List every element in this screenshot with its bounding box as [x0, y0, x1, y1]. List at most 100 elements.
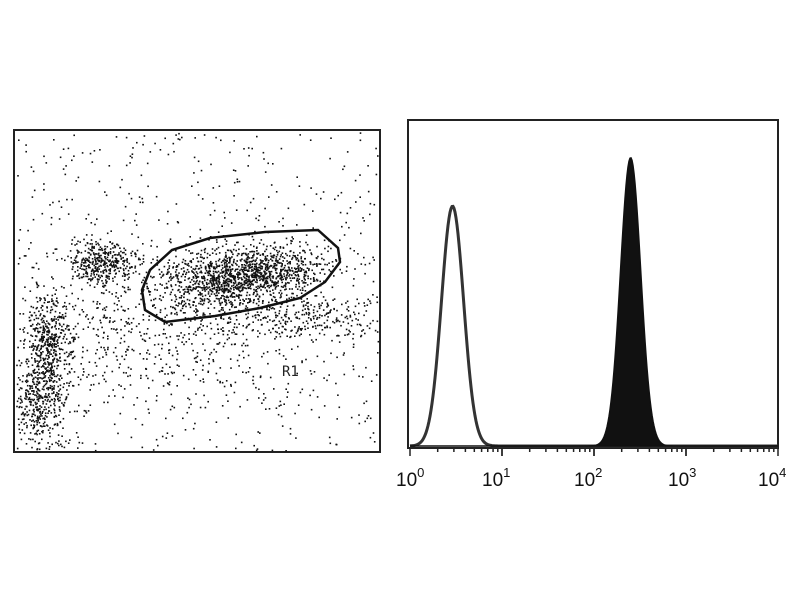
scatter-point — [264, 250, 266, 253]
scatter-point — [87, 251, 89, 254]
scatter-point — [83, 409, 86, 412]
scatter-point — [336, 309, 338, 312]
scatter-point — [58, 347, 61, 350]
scatter-point — [94, 258, 96, 260]
scatter-point — [223, 295, 226, 298]
scatter-point — [16, 405, 18, 408]
scatter-point — [346, 212, 349, 215]
scatter-point — [349, 207, 352, 209]
scatter-point — [195, 281, 198, 283]
scatter-point — [140, 377, 142, 379]
scatter-point — [31, 385, 33, 387]
scatter-point — [44, 357, 47, 360]
scatter-point — [35, 352, 37, 354]
scatter-point — [225, 243, 228, 245]
scatter-point — [84, 259, 87, 262]
scatter-point — [247, 276, 250, 278]
scatter-point — [245, 282, 247, 284]
scatter-point — [286, 269, 289, 272]
scatter-point — [157, 444, 159, 447]
scatter-point — [274, 269, 277, 272]
scatter-point — [138, 273, 141, 275]
scatter-point — [243, 300, 245, 302]
scatter-point — [51, 336, 53, 338]
scatter-point — [176, 353, 179, 355]
scatter-point — [105, 380, 107, 383]
scatter-point — [35, 335, 38, 337]
scatter-point — [100, 271, 102, 273]
scatter-point — [177, 221, 180, 224]
scatter-point — [154, 356, 157, 358]
scatter-point — [43, 315, 45, 318]
scatter-point — [332, 265, 334, 268]
scatter-point — [46, 416, 48, 418]
scatter-point — [65, 165, 67, 167]
scatter-point — [193, 357, 196, 360]
scatter-point — [40, 413, 42, 416]
scatter-point — [200, 303, 202, 305]
scatter-point — [41, 388, 44, 390]
scatter-point — [258, 287, 261, 289]
scatter-point — [221, 272, 223, 274]
scatter-point — [227, 417, 230, 419]
scatter-point — [98, 255, 101, 257]
scatter-point — [376, 331, 379, 333]
scatter-point — [25, 394, 27, 396]
scatter-point — [301, 388, 304, 391]
scatter-point — [43, 155, 45, 158]
scatter-point — [214, 249, 216, 252]
scatter-point — [377, 340, 380, 343]
scatter-point — [54, 336, 56, 339]
scatter-point — [251, 250, 254, 253]
scatter-point — [69, 439, 71, 441]
scatter-point — [224, 282, 226, 284]
scatter-point — [248, 294, 251, 296]
scatter-point — [230, 250, 233, 253]
scatter-point — [260, 311, 262, 314]
scatter-point — [55, 335, 58, 338]
scatter-point — [156, 245, 158, 248]
scatter-point — [274, 267, 276, 269]
scatter-point — [27, 413, 30, 416]
scatter-point — [58, 414, 60, 416]
scatter-point — [75, 260, 77, 262]
scatter-point — [272, 163, 274, 165]
scatter-point — [289, 277, 291, 279]
scatter-point — [192, 427, 195, 430]
scatter-point — [35, 317, 38, 320]
scatter-point — [259, 376, 262, 379]
scatter-point — [53, 403, 55, 405]
scatter-point — [250, 284, 252, 286]
scatter-point — [170, 371, 173, 374]
scatter-point — [312, 263, 314, 266]
scatter-point — [39, 297, 41, 299]
scatter-point — [226, 257, 229, 260]
scatter-point — [34, 394, 36, 396]
scatter-point — [167, 280, 170, 283]
scatter-point — [122, 263, 124, 265]
scatter-point — [269, 279, 272, 282]
scatter-point — [254, 260, 257, 263]
scatter-point — [257, 275, 259, 277]
scatter-point — [43, 380, 46, 382]
scatter-point — [28, 396, 31, 399]
scatter-point — [103, 316, 106, 318]
scatter-point — [254, 275, 256, 278]
scatter-point — [170, 323, 172, 325]
scatter-point — [72, 275, 74, 278]
scatter-point — [176, 313, 178, 316]
scatter-point — [33, 408, 35, 411]
scatter-point — [56, 358, 58, 360]
scatter-point — [37, 419, 39, 421]
scatter-point — [68, 385, 70, 387]
scatter-point — [347, 310, 350, 312]
scatter-point — [21, 401, 23, 403]
scatter-point — [249, 300, 251, 302]
scatter-point — [84, 250, 87, 252]
scatter-point — [98, 256, 101, 258]
scatter-point — [58, 315, 60, 318]
scatter-point — [159, 283, 161, 285]
scatter-point — [193, 447, 195, 450]
scatter-point — [89, 266, 91, 269]
scatter-point — [274, 246, 277, 248]
